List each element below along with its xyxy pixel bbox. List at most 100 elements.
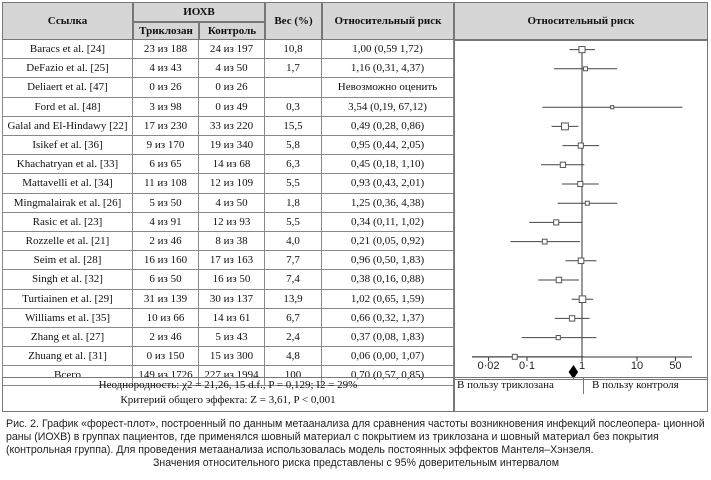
triclosan-cell: 17 из 230 (133, 116, 199, 136)
header-control: Контроль (199, 22, 265, 40)
control-cell: 12 из 93 (199, 212, 265, 232)
rr-cell: 0,38 (0,16, 0,88) (322, 270, 454, 290)
triclosan-cell: 4 из 43 (133, 59, 199, 79)
study-cell: Rasic et al. [23] (2, 212, 133, 232)
x-tick-label: 50 (669, 360, 681, 372)
triclosan-cell: 0 из 150 (133, 347, 199, 367)
weight-cell: 5,5 (265, 174, 322, 194)
control-cell: 14 из 68 (199, 155, 265, 175)
study-cell: Mattavelli et al. [34] (2, 174, 133, 194)
triclosan-cell: 149 из 1726 (133, 366, 199, 386)
favours-triclosan-label: В пользу триклозана (457, 379, 554, 391)
forest-plot-figure: Ссылка ИОХВ Триклозан Контроль Вес (%) О… (2, 2, 708, 412)
control-cell: 24 из 197 (199, 40, 265, 60)
point-estimate-square (578, 46, 586, 54)
weight-cell: 6,3 (265, 155, 322, 175)
control-cell: 0 из 26 (199, 78, 265, 98)
weight-cell: 0,3 (265, 97, 322, 117)
footer-stats-box (2, 377, 454, 412)
rr-cell: 0,96 (0,50, 1,83) (322, 251, 454, 271)
caption-note: Значения относительного риска представле… (153, 457, 559, 469)
weight-cell: 13,9 (265, 289, 322, 309)
control-cell: 30 из 137 (199, 289, 265, 309)
control-cell: 33 из 220 (199, 116, 265, 136)
weight-cell: 1,7 (265, 59, 322, 79)
triclosan-cell: 3 из 98 (133, 97, 199, 117)
triclosan-cell: 2 из 46 (133, 328, 199, 348)
x-tick-label: 1 (579, 360, 585, 372)
footer-favours-box (454, 377, 708, 412)
rr-cell: Невозможно оценить (322, 78, 454, 98)
triclosan-cell: 10 из 66 (133, 308, 199, 328)
weight-cell: 2,4 (265, 328, 322, 348)
header-rr: Относительный риск (322, 2, 454, 40)
point-estimate-square (583, 66, 589, 72)
study-cell: Khachatryan et al. [33] (2, 155, 133, 175)
triclosan-cell: 4 из 91 (133, 212, 199, 232)
triclosan-cell: 31 из 139 (133, 289, 199, 309)
study-cell: Rozzelle et al. [21] (2, 232, 133, 252)
rr-cell: 1,00 (0,59 1,72) (322, 40, 454, 60)
x-tick-label: 0·02 (478, 360, 500, 372)
rr-cell: 0,34 (0,11, 1,02) (322, 212, 454, 232)
control-cell: 15 из 300 (199, 347, 265, 367)
point-estimate-square (578, 295, 587, 304)
weight-cell: 6,7 (265, 308, 322, 328)
control-cell: 16 из 50 (199, 270, 265, 290)
study-cell: Seim et al. [28] (2, 251, 133, 271)
heterogeneity-text: Неоднородность: χ2 = 21,26, 15 d.f., P =… (98, 379, 358, 391)
study-cell: Baracs et al. [24] (2, 40, 133, 60)
rr-cell: 0,45 (0,18, 1,10) (322, 155, 454, 175)
weight-cell (265, 78, 322, 98)
figure-caption: Рис. 2. График «форест-плот», построенны… (6, 418, 706, 470)
weight-cell: 4,0 (265, 232, 322, 252)
x-tick-label: 10 (631, 360, 643, 372)
triclosan-cell: 16 из 160 (133, 251, 199, 271)
point-estimate-square (541, 238, 548, 245)
study-cell: Singh et al. [32] (2, 270, 133, 290)
weight-cell: 7,7 (265, 251, 322, 271)
rr-cell: 0,70 (0,57, 0,85) (322, 366, 454, 386)
point-estimate-square (577, 257, 585, 265)
weight-cell: 10,8 (265, 40, 322, 60)
point-estimate-square (559, 161, 567, 168)
point-estimate-square (584, 200, 590, 206)
weight-cell: 5,5 (265, 212, 322, 232)
control-cell: 227 из 1994 (199, 366, 265, 386)
point-estimate-square (555, 334, 561, 341)
point-estimate-square (553, 219, 560, 226)
weight-cell: 5,8 (265, 136, 322, 156)
rr-cell: 0,37 (0,08, 1,83) (322, 328, 454, 348)
favours-divider (583, 377, 584, 394)
rr-cell: 0,49 (0,28, 0,86) (322, 116, 454, 136)
weight-cell: 7,4 (265, 270, 322, 290)
point-estimate-square (610, 105, 615, 110)
study-cell: Zhang et al. [27] (2, 328, 133, 348)
rr-cell: 0,06 (0,00, 1,07) (322, 347, 454, 367)
study-cell: Turtiainen et al. [29] (2, 289, 133, 309)
point-estimate-square (561, 122, 569, 131)
x-tick-label: 0·1 (519, 360, 535, 372)
study-cell: Williams et al. [35] (2, 308, 133, 328)
header-triclosan: Триклозан (133, 22, 199, 40)
triclosan-cell: 11 из 108 (133, 174, 199, 194)
rr-cell: 0,21 (0,05, 0,92) (322, 232, 454, 252)
rr-cell: 3,54 (0,19, 67,12) (322, 97, 454, 117)
triclosan-cell: 6 из 50 (133, 270, 199, 290)
study-cell: Всего (2, 366, 133, 386)
control-cell: 4 из 50 (199, 59, 265, 79)
rr-cell: 1,02 (0,65, 1,59) (322, 289, 454, 309)
triclosan-cell: 0 из 26 (133, 78, 199, 98)
control-cell: 12 из 109 (199, 174, 265, 194)
point-estimate-square (577, 142, 584, 149)
summary-diamond (568, 365, 579, 379)
rr-cell: 0,66 (0,32, 1,37) (322, 308, 454, 328)
study-cell: Deliaert et al. [47] (2, 78, 133, 98)
triclosan-cell: 2 из 46 (133, 232, 199, 252)
study-cell: Zhuang et al. [31] (2, 347, 133, 367)
caption-main: Рис. 2. График «форест-плот», построенны… (6, 418, 705, 456)
control-cell: 0 из 49 (199, 97, 265, 117)
rr-cell: 1,16 (0,31, 4,37) (322, 59, 454, 79)
point-estimate-square (555, 276, 563, 284)
study-cell: Ford et al. [48] (2, 97, 133, 117)
